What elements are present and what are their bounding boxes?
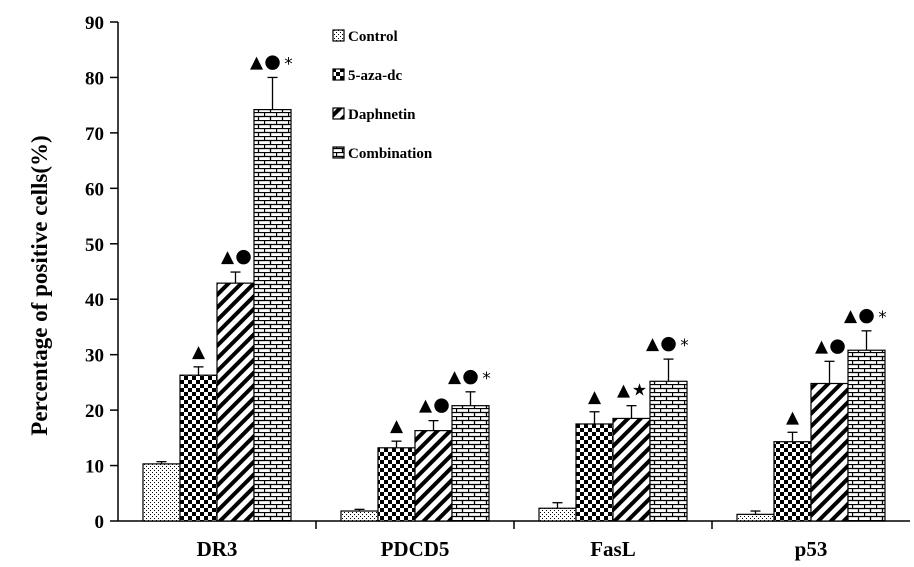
bar-daphnetin-dr3 bbox=[216, 282, 255, 522]
significance-marker: ★ bbox=[632, 381, 647, 401]
bar-control-p53 bbox=[736, 513, 775, 522]
bar-combination-p53 bbox=[847, 349, 886, 522]
labels: 0 10 20 30 40 50 60 70 80 90 Percentage of positiv… bbox=[27, 13, 887, 561]
significance-marker: ▲ bbox=[419, 396, 433, 416]
legend-swatch bbox=[332, 68, 345, 81]
bar-combination-fasl bbox=[649, 380, 688, 522]
y-tick-label: 40 bbox=[85, 290, 104, 311]
legend-label: Combination bbox=[348, 146, 433, 162]
bar-5-aza-dc-fasl bbox=[575, 423, 614, 522]
bar-combination-dr3 bbox=[253, 109, 292, 522]
bar-5-aza-dc-pdcd5 bbox=[377, 447, 416, 522]
significance-marker: ● bbox=[829, 334, 846, 356]
bar-daphnetin-pdcd5 bbox=[414, 430, 453, 522]
y-tick-label: 0 bbox=[95, 512, 105, 533]
y-tick-label: 10 bbox=[85, 457, 104, 478]
significance-marker: ● bbox=[858, 304, 875, 326]
significance-marker: ● bbox=[433, 394, 450, 416]
significance-marker: ▲ bbox=[815, 336, 829, 356]
y-tick-label: 60 bbox=[85, 179, 104, 200]
x-category-label: PDCD5 bbox=[381, 537, 450, 561]
significance-marker: ▲ bbox=[844, 306, 858, 326]
significance-marker: ▲ bbox=[786, 407, 800, 427]
significance-marker: ● bbox=[235, 245, 252, 267]
significance-marker: ▲ bbox=[390, 416, 404, 436]
x-category-label: p53 bbox=[795, 537, 828, 561]
y-axis-title: Percentage of positive cells(%) bbox=[27, 135, 52, 435]
x-category-label: DR3 bbox=[197, 537, 238, 561]
bar-control-dr3 bbox=[142, 463, 181, 522]
y-tick-label: 90 bbox=[85, 13, 104, 34]
significance-marker: ▲ bbox=[192, 342, 206, 362]
bar-daphnetin-fasl bbox=[612, 417, 651, 522]
significance-marker: ▲ bbox=[588, 387, 602, 407]
y-tick-label: 30 bbox=[85, 346, 104, 367]
y-tick-label: 50 bbox=[85, 235, 104, 256]
significance-marker: ● bbox=[660, 332, 677, 354]
legend-swatch bbox=[332, 146, 345, 159]
bars bbox=[142, 76, 886, 522]
significance-marker: ▲ bbox=[221, 247, 235, 267]
significance-marker: ● bbox=[264, 50, 281, 72]
legend-label: Control bbox=[348, 29, 398, 45]
bar-5-aza-dc-dr3 bbox=[179, 374, 218, 522]
significance-marker: * bbox=[680, 336, 689, 356]
legend-swatch bbox=[332, 29, 345, 42]
significance-marker: ▲ bbox=[646, 334, 660, 354]
y-tick-label: 20 bbox=[85, 401, 104, 422]
significance-marker: ▲ bbox=[448, 367, 462, 387]
bar-5-aza-dc-p53 bbox=[773, 441, 812, 522]
bar-daphnetin-p53 bbox=[810, 382, 849, 522]
x-category-label: FasL bbox=[590, 537, 636, 561]
legend: Control 5-aza-dc Daphnetin Combination bbox=[332, 29, 433, 162]
bar-combination-pdcd5 bbox=[451, 405, 490, 522]
y-tick-label: 70 bbox=[85, 124, 104, 145]
bar-control-fasl bbox=[538, 507, 577, 522]
significance-marker: * bbox=[878, 308, 887, 328]
y-tick-label: 80 bbox=[85, 68, 104, 89]
legend-label: Daphnetin bbox=[348, 107, 416, 123]
bar-control-pdcd5 bbox=[340, 510, 379, 522]
significance-marker: * bbox=[482, 369, 491, 389]
significance-marker: ● bbox=[462, 365, 479, 387]
significance-marker: ▲ bbox=[617, 381, 631, 401]
significance-marker: * bbox=[284, 54, 293, 74]
significance-marker: ▲ bbox=[250, 52, 264, 72]
legend-label: 5-aza-dc bbox=[348, 68, 402, 84]
legend-swatch bbox=[332, 107, 345, 120]
